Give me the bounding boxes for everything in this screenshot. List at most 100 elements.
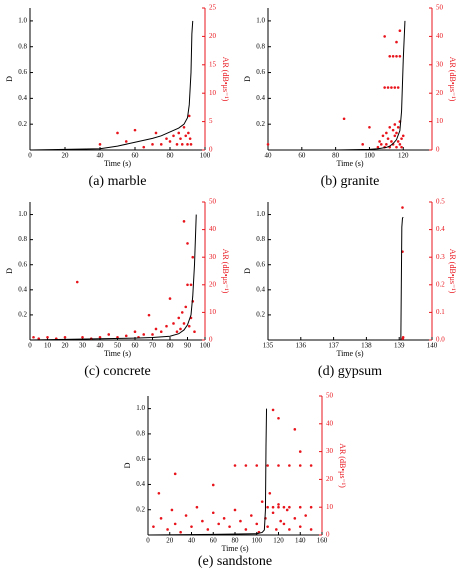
caption: (c) concrete — [84, 364, 150, 379]
ar-point — [288, 464, 291, 467]
ar-point — [271, 511, 275, 515]
y-tick-label: 1.0 — [18, 210, 27, 218]
x-tick-label: 138 — [361, 342, 372, 350]
y2-tick-label: 30 — [209, 253, 217, 261]
ar-point — [142, 145, 146, 149]
d-line — [29, 214, 197, 341]
ar-point — [293, 517, 297, 520]
ar-point — [222, 517, 226, 520]
x-tick-label: 20 — [62, 152, 70, 160]
ar-point — [239, 519, 242, 523]
y2-axis-label: AR (dB•μs⁻¹) — [338, 443, 347, 488]
ar-point — [124, 140, 128, 143]
x-tick-label: 140 — [427, 342, 438, 350]
ar-point — [98, 335, 102, 339]
y-tick-label: 0.2 — [18, 311, 27, 319]
ar-point — [179, 137, 182, 140]
y-tick-label: 0.6 — [18, 260, 27, 268]
x-tick-label: 0 — [146, 537, 150, 545]
y2-axis-label: AR (dB•μs⁻¹) — [221, 249, 230, 294]
y-axis-label: D — [243, 268, 252, 274]
x-tick-label: 90 — [184, 342, 192, 350]
ar-point — [191, 255, 195, 259]
ar-point — [388, 54, 392, 58]
ar-point — [201, 519, 204, 523]
ar-point — [188, 137, 192, 140]
y-tick-label: 0.6 — [256, 68, 265, 76]
ar-point — [266, 464, 269, 467]
ar-point — [98, 143, 102, 146]
ar-point — [152, 525, 155, 528]
ar-point — [151, 143, 154, 146]
d-line — [268, 20, 406, 151]
x-tick-label: 20 — [166, 537, 174, 545]
x-tick-label: 0 — [28, 342, 32, 350]
ar-point — [271, 408, 275, 412]
x-tick-label: 10 — [44, 342, 52, 350]
x-axis-label: Time (s) — [104, 159, 131, 168]
ar-point — [383, 86, 386, 89]
ar-point — [154, 327, 158, 331]
ar-point — [187, 324, 191, 328]
ar-point — [182, 322, 186, 325]
y2-tick-label: 40 — [209, 225, 217, 233]
y2-tick-label: 40 — [436, 32, 444, 40]
x-tick-label: 40 — [265, 152, 273, 160]
ar-point — [159, 517, 163, 520]
ar-point — [279, 519, 282, 523]
x-tick-label: 40 — [97, 152, 105, 160]
ar-point — [395, 131, 398, 135]
y-tick-label: 0.2 — [18, 120, 27, 128]
y-tick-label: 0.8 — [256, 42, 265, 50]
ar-point — [309, 528, 313, 531]
ar-point — [187, 131, 190, 135]
ar-point — [393, 123, 397, 126]
x-axis-label: Time (s) — [221, 544, 248, 553]
d-line — [29, 20, 194, 151]
ar-point — [63, 335, 67, 339]
ar-point — [46, 335, 49, 339]
ar-point — [186, 242, 189, 245]
x-tick-label: 30 — [79, 342, 87, 350]
ar-point — [298, 525, 302, 528]
y2-tick-label: 5 — [209, 117, 213, 125]
ar-point — [298, 505, 302, 509]
y-tick-label: 0.4 — [256, 285, 265, 293]
x-tick-label: 100 — [200, 342, 211, 350]
ar-point — [124, 334, 128, 338]
ar-point — [172, 322, 175, 325]
x-tick-label: 135 — [263, 342, 274, 350]
y-axis-label: D — [123, 462, 132, 468]
y2-tick-label: 30 — [326, 447, 334, 455]
ar-point — [298, 464, 302, 467]
y-tick-label: 1.0 — [136, 404, 145, 412]
ar-point — [395, 40, 398, 44]
x-tick-label: 80 — [332, 152, 340, 160]
ar-point — [390, 86, 393, 89]
y-tick-label: 0.2 — [256, 311, 265, 319]
y2-axis-label: AR (dB•μs⁻¹) — [448, 57, 457, 102]
y2-tick-label: 50 — [209, 198, 217, 206]
y-tick-label: 1.0 — [256, 210, 265, 218]
ar-point — [277, 503, 280, 506]
ar-point — [383, 35, 386, 38]
x-tick-label: 120 — [273, 537, 284, 545]
ar-point — [233, 464, 237, 467]
d-line — [268, 216, 404, 341]
ar-point — [285, 508, 289, 512]
y2-tick-label: 0 — [326, 531, 330, 539]
ar-point — [175, 143, 179, 146]
panel: 135 136 137 138 139 140 0.2 0.4 0.6 0.8 1.0 0.0 0.1 0… — [243, 198, 457, 380]
ar-point — [393, 134, 397, 138]
ar-point — [398, 143, 402, 146]
y2-tick-label: 10 — [209, 89, 217, 97]
ar-point — [385, 131, 388, 135]
y2-tick-label: 50 — [436, 4, 444, 12]
ar-point — [75, 280, 79, 284]
ar-point — [268, 492, 272, 495]
ar-point — [386, 86, 390, 89]
y2-tick-label: 10 — [326, 503, 334, 511]
ar-point — [277, 416, 280, 420]
ar-point — [386, 137, 390, 140]
ar-point — [189, 283, 193, 287]
